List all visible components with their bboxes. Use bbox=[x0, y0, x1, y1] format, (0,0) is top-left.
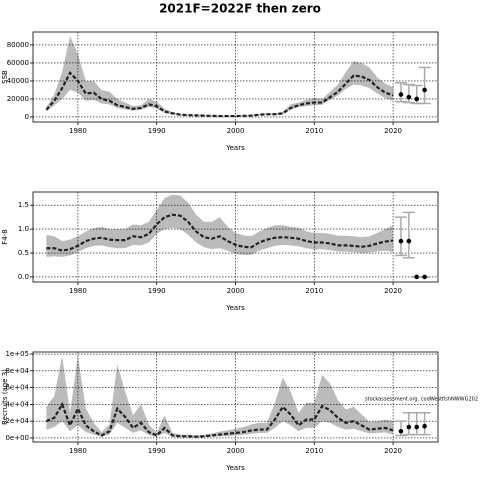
y-tick-label: 60000 bbox=[7, 59, 29, 67]
y-axis-label: F4-8 bbox=[1, 229, 9, 244]
y-tick-label: 20000 bbox=[7, 95, 29, 103]
x-tick-label: 1990 bbox=[148, 127, 166, 135]
x-tick-label: 1980 bbox=[69, 127, 87, 135]
projection-point bbox=[406, 424, 412, 430]
confidence-band bbox=[46, 194, 394, 257]
projection-point bbox=[422, 274, 427, 280]
y-tick-label: 6e+04 bbox=[5, 384, 29, 392]
projection-point bbox=[422, 423, 427, 429]
y-tick-label: 1e+05 bbox=[5, 350, 29, 358]
x-tick-label: 2000 bbox=[227, 287, 245, 295]
x-tick-label: 2020 bbox=[384, 447, 402, 455]
y-tick-label: 0e+00 bbox=[5, 434, 29, 442]
projection-point bbox=[398, 428, 404, 434]
projection-point bbox=[398, 92, 404, 97]
x-tick-label: 1990 bbox=[148, 287, 166, 295]
projection-point bbox=[406, 238, 412, 244]
y-tick-label: 0 bbox=[25, 113, 29, 121]
y-tick-label: 8e+04 bbox=[5, 367, 29, 375]
projection-point bbox=[406, 94, 412, 100]
x-axis-label: Years bbox=[225, 304, 245, 312]
x-axis-label: Years bbox=[225, 464, 245, 472]
y-tick-label: 1.0 bbox=[18, 225, 29, 233]
confidence-band bbox=[46, 355, 394, 438]
y-tick-label: 4e+04 bbox=[5, 400, 29, 408]
estimate-line bbox=[45, 401, 394, 438]
projection-point bbox=[414, 274, 420, 280]
x-tick-label: 2000 bbox=[227, 127, 245, 135]
x-tick-label: 1990 bbox=[148, 447, 166, 455]
figure-title: 2021F=2022F then zero bbox=[159, 2, 321, 16]
y-axis-label: SSB bbox=[1, 70, 9, 84]
projection-point bbox=[422, 87, 427, 93]
y-tick-label: 40000 bbox=[7, 77, 29, 85]
estimate-line bbox=[45, 70, 394, 118]
x-tick-label: 2000 bbox=[227, 447, 245, 455]
x-tick-label: 2010 bbox=[305, 447, 323, 455]
x-tick-label: 1980 bbox=[69, 287, 87, 295]
x-tick-label: 2020 bbox=[384, 287, 402, 295]
x-tick-label: 2010 bbox=[305, 287, 323, 295]
y-tick-label: 2e+04 bbox=[5, 417, 29, 425]
x-tick-label: 2010 bbox=[305, 127, 323, 135]
annotation: stockassessment.org, codWestfishNWWG202 bbox=[365, 397, 478, 403]
y-tick-label: 0.5 bbox=[18, 249, 29, 257]
x-axis-label: Years bbox=[225, 144, 245, 152]
projection-point bbox=[398, 238, 404, 244]
projection-point bbox=[414, 424, 420, 430]
y-axis-label: Recruits (age 3) bbox=[1, 369, 9, 425]
estimate-line bbox=[46, 213, 394, 252]
x-tick-label: 1980 bbox=[69, 447, 87, 455]
confidence-band bbox=[46, 35, 394, 117]
projection-point bbox=[414, 96, 420, 102]
y-tick-label: 1.5 bbox=[18, 201, 29, 209]
y-tick-label: 0.0 bbox=[18, 273, 29, 281]
y-tick-label: 80000 bbox=[7, 41, 29, 49]
x-tick-label: 2020 bbox=[384, 127, 402, 135]
